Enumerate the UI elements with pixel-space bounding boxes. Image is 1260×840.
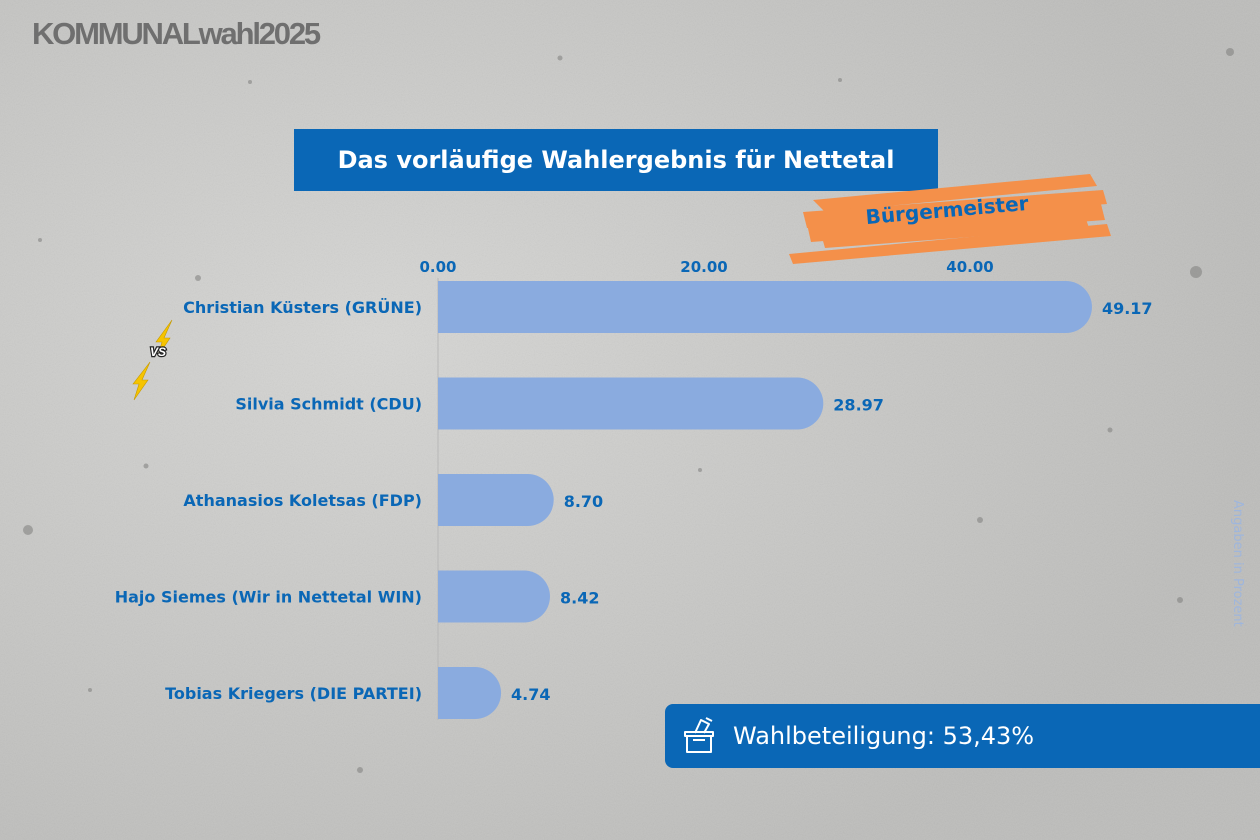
x-tick-label: 20.00 — [680, 258, 727, 276]
vs-label: VS — [150, 345, 166, 359]
chart-title: Das vorläufige Wahlergebnis für Nettetal — [337, 146, 895, 174]
data-label: 8.42 — [560, 589, 599, 608]
bar — [438, 281, 1092, 333]
x-tick-label: 0.00 — [419, 258, 456, 276]
data-label: 8.70 — [564, 492, 603, 511]
brush-stroke — [789, 174, 1111, 264]
vs-lightning-decoration: VS — [132, 319, 173, 401]
bar — [438, 377, 824, 430]
turnout-banner: Wahlbeteiligung: 53,43% — [665, 704, 1260, 768]
turnout-label: Wahlbeteiligung: 53,43% — [733, 722, 1035, 750]
category-label: Athanasios Koletsas (FDP) — [183, 491, 422, 510]
category-label: Tobias Kriegers (DIE PARTEI) — [165, 684, 422, 703]
data-label: 49.17 — [1102, 299, 1153, 318]
bar — [438, 570, 550, 623]
lightning-icon — [155, 319, 173, 357]
ballot-box-icon — [684, 717, 714, 753]
data-label: 28.97 — [833, 396, 884, 415]
data-label: 4.74 — [511, 685, 550, 704]
x-tick-label: 40.00 — [946, 258, 993, 276]
category-label: Hajo Siemes (Wir in Nettetal WIN) — [115, 588, 422, 607]
chart-title-banner: Das vorläufige Wahlergebnis für Nettetal — [294, 129, 938, 191]
lightning-icon — [132, 361, 151, 401]
bar — [438, 667, 502, 719]
category-label: Christian Küsters (GRÜNE) — [183, 298, 422, 317]
category-label: Silvia Schmidt (CDU) — [235, 395, 422, 414]
logo: KOMMUNALwahl2025 — [32, 16, 321, 51]
bar — [438, 474, 554, 526]
unit-note: Angaben in Prozent — [1230, 500, 1245, 627]
